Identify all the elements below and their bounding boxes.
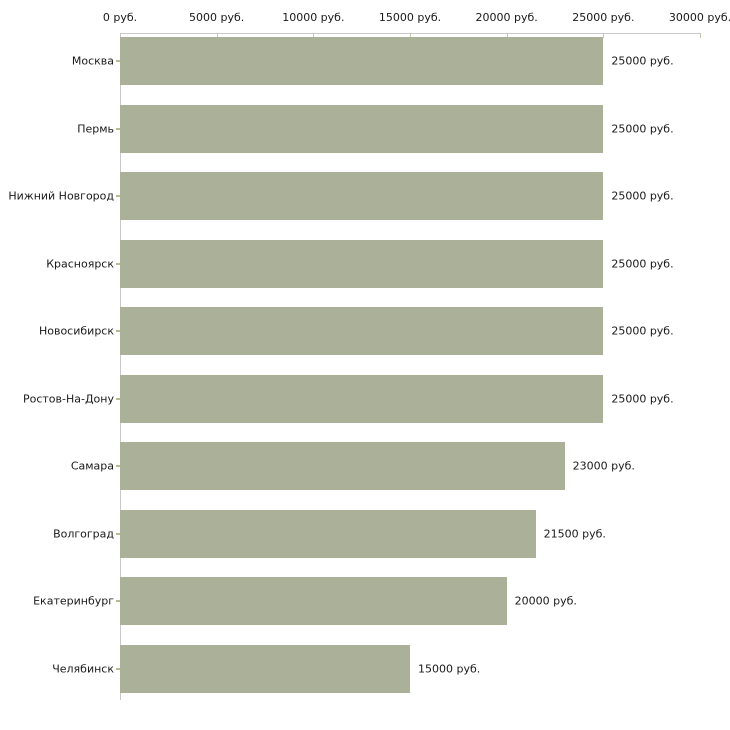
value-label: 25000 руб. bbox=[611, 257, 674, 270]
value-label: 23000 руб. bbox=[572, 459, 635, 473]
category-label: Пермь bbox=[77, 122, 114, 135]
category-tick-mark bbox=[116, 600, 120, 602]
x-tick-mark bbox=[603, 33, 605, 38]
value-label: 20000 руб. bbox=[514, 594, 577, 608]
x-tick-mark bbox=[506, 33, 508, 38]
category-label: Самара bbox=[70, 459, 114, 473]
x-tick-label: 20000 руб. bbox=[475, 11, 538, 24]
x-tick-mark bbox=[313, 33, 315, 38]
value-label: 25000 руб. bbox=[611, 324, 674, 338]
category-label: Волгоград bbox=[53, 527, 114, 540]
value-label: 25000 руб. bbox=[611, 122, 674, 135]
x-tick-mark bbox=[410, 33, 411, 38]
category-label: Красноярск bbox=[46, 257, 114, 270]
bar-8 bbox=[120, 509, 536, 558]
value-label: 15000 руб. bbox=[418, 662, 481, 675]
value-label: 25000 руб. bbox=[611, 189, 674, 203]
x-tick-label: 5000 руб. bbox=[189, 11, 245, 24]
x-tick-label: 15000 руб. bbox=[378, 11, 442, 24]
category-tick-mark bbox=[116, 397, 120, 400]
value-label: 21500 руб. bbox=[543, 527, 606, 540]
category-tick-mark bbox=[116, 195, 120, 197]
x-tick-mark bbox=[700, 33, 701, 38]
bar-4 bbox=[120, 239, 604, 288]
category-tick-mark bbox=[116, 667, 120, 670]
category-tick-mark bbox=[116, 465, 120, 467]
y-axis-line bbox=[120, 33, 121, 700]
bar-2 bbox=[120, 104, 604, 153]
category-label: Москва bbox=[71, 54, 114, 68]
category-tick-mark bbox=[116, 262, 120, 265]
bar-3 bbox=[120, 172, 604, 220]
bar-5 bbox=[120, 307, 604, 355]
category-tick-mark bbox=[116, 127, 120, 130]
x-tick-label: 25000 руб. bbox=[572, 11, 635, 24]
bar-7 bbox=[120, 442, 565, 490]
category-tick-mark bbox=[116, 330, 120, 332]
category-tick-mark bbox=[116, 532, 120, 535]
x-tick-label: 30000 руб. bbox=[668, 11, 730, 24]
x-tick-mark bbox=[216, 33, 218, 38]
value-label: 25000 руб. bbox=[611, 392, 674, 405]
value-label: 25000 руб. bbox=[611, 54, 674, 68]
x-tick-label: 0 руб. bbox=[102, 11, 138, 24]
category-tick-mark bbox=[116, 60, 120, 62]
category-label: Нижний Новгород bbox=[8, 189, 114, 203]
bar-9 bbox=[120, 577, 507, 625]
x-tick-label: 10000 руб. bbox=[282, 11, 345, 24]
bar-1 bbox=[120, 37, 604, 85]
category-label: Челябинск bbox=[52, 662, 114, 675]
bar-10 bbox=[120, 644, 410, 693]
category-label: Новосибирск bbox=[38, 324, 114, 338]
category-label: Екатеринбург bbox=[33, 594, 114, 608]
bar-6 bbox=[120, 374, 604, 423]
category-label: Ростов-На-Дону bbox=[22, 392, 114, 405]
